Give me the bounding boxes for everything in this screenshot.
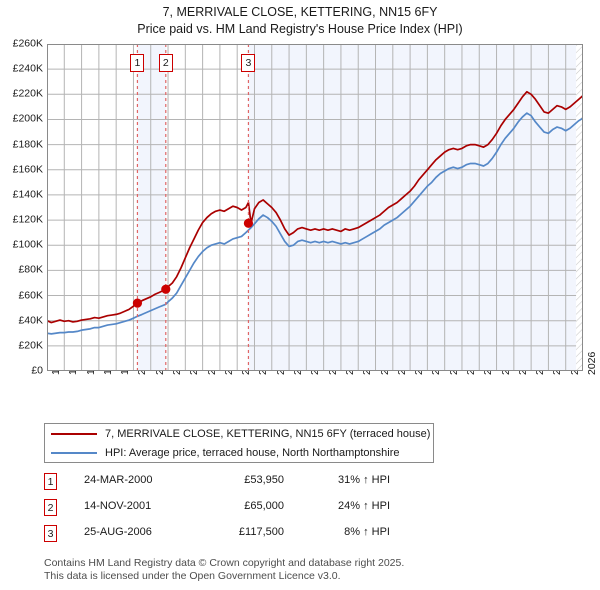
y-axis-tick-label: £60K: [18, 289, 43, 302]
chart-marker-flag[interactable]: 2: [158, 53, 173, 72]
txn-badge: 3: [44, 525, 57, 542]
legend-item: HPI: Average price, terraced house, Nort…: [45, 443, 433, 462]
chart-plot-area: [47, 44, 583, 371]
y-axis-tick-label: £260K: [12, 37, 43, 50]
chart-marker-flag[interactable]: 1: [130, 53, 145, 72]
txn-hpi-delta: 24% ↑ HPI: [338, 500, 390, 512]
chart-marker-flag[interactable]: 3: [241, 53, 256, 72]
table-row: 1 24-MAR-2000 £53,950 31% ↑ HPI: [44, 472, 484, 498]
page-title: 7, MERRIVALE CLOSE, KETTERING, NN15 6FY: [162, 5, 438, 19]
y-axis-tick-label: £80K: [18, 263, 43, 276]
txn-date: 14-NOV-2001: [84, 500, 152, 512]
txn-price: £65,000: [244, 500, 284, 512]
y-axis-tick-label: £0: [31, 364, 43, 377]
y-axis-tick-label: £220K: [12, 87, 43, 100]
txn-hpi-delta: 31% ↑ HPI: [338, 474, 390, 486]
title-block: 7, MERRIVALE CLOSE, KETTERING, NN15 6FY …: [0, 4, 600, 38]
chart-legend: 7, MERRIVALE CLOSE, KETTERING, NN15 6FY …: [44, 423, 434, 463]
chart-svg: [47, 44, 583, 371]
txn-badge: 2: [44, 499, 57, 516]
y-axis-labels: £0 £20K £40K £60K £80K £100K £120K £140K £160K £1…: [0, 0, 43, 590]
txn-badge: 1: [44, 473, 57, 490]
y-axis-tick-label: £140K: [12, 188, 43, 201]
txn-price: £53,950: [244, 474, 284, 486]
legend-item: 7, MERRIVALE CLOSE, KETTERING, NN15 6FY …: [45, 424, 433, 443]
legend-swatch-hpi: [51, 451, 97, 454]
x-axis-tick-label: 2026: [586, 351, 598, 375]
transactions-table: 1 24-MAR-2000 £53,950 31% ↑ HPI 2 14-NOV…: [44, 472, 484, 550]
footer-copyright: Contains HM Land Registry data © Crown c…: [44, 557, 405, 569]
txn-date: 24-MAR-2000: [84, 474, 153, 486]
legend-swatch-price-paid: [51, 432, 97, 435]
y-axis-tick-label: £160K: [12, 163, 43, 176]
txn-price: £117,500: [238, 526, 284, 538]
y-axis-tick-label: £120K: [12, 213, 43, 226]
legend-label-hpi: HPI: Average price, terraced house, Nort…: [105, 446, 400, 459]
footer-licence: This data is licensed under the Open Gov…: [44, 570, 341, 582]
y-axis-tick-label: £20K: [18, 339, 43, 352]
y-axis-tick-label: £240K: [12, 62, 43, 75]
txn-date: 25-AUG-2006: [84, 526, 152, 538]
y-axis-tick-label: £180K: [12, 138, 43, 151]
y-axis-tick-label: £100K: [12, 238, 43, 251]
txn-hpi-delta: 8% ↑ HPI: [344, 526, 390, 538]
footer: Contains HM Land Registry data © Crown c…: [44, 557, 584, 583]
legend-label-price-paid: 7, MERRIVALE CLOSE, KETTERING, NN15 6FY …: [105, 427, 431, 440]
table-row: 2 14-NOV-2001 £65,000 24% ↑ HPI: [44, 498, 484, 524]
table-row: 3 25-AUG-2006 £117,500 8% ↑ HPI: [44, 524, 484, 550]
page-subtitle: Price paid vs. HM Land Registry's House …: [137, 22, 463, 36]
y-axis-tick-label: £40K: [18, 314, 43, 327]
y-axis-tick-label: £200K: [12, 112, 43, 125]
